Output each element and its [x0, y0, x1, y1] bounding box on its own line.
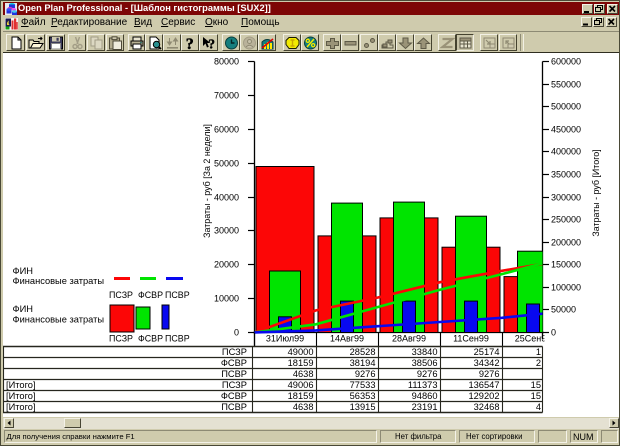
svg-text:ФСВР: ФСВР: [221, 358, 247, 368]
svg-text:13915: 13915: [350, 402, 376, 412]
svg-text:[Итого]: [Итого]: [6, 380, 36, 390]
svg-text:50000: 50000: [551, 305, 576, 315]
svg-text:60000: 60000: [214, 125, 239, 135]
svg-text:129202: 129202: [468, 391, 499, 401]
svg-text:4638: 4638: [293, 402, 314, 412]
svg-text:250000: 250000: [551, 215, 581, 225]
svg-text:600000: 600000: [551, 57, 581, 67]
svg-text:0: 0: [234, 328, 239, 338]
svg-text:38194: 38194: [350, 358, 376, 368]
svg-text:11Сен99: 11Сен99: [453, 334, 489, 344]
svg-text:?: ?: [208, 37, 215, 50]
svg-text:33840: 33840: [412, 347, 438, 357]
svg-text:10000: 10000: [214, 294, 239, 304]
svg-text:14Авг99: 14Авг99: [330, 334, 364, 344]
svg-text:ФИН: ФИН: [13, 266, 33, 276]
svg-text:23191: 23191: [412, 402, 438, 412]
svg-text:100000: 100000: [551, 283, 581, 293]
svg-text:ФИН: ФИН: [13, 304, 33, 314]
svg-text:ПСЗР: ПСЗР: [222, 380, 247, 390]
svg-text:34342: 34342: [474, 358, 500, 368]
svg-text:350000: 350000: [551, 170, 581, 180]
svg-text:4638: 4638: [293, 369, 314, 379]
svg-text:500000: 500000: [551, 102, 581, 112]
svg-text:Финансовые затраты: Финансовые затраты: [13, 315, 105, 325]
svg-text:70000: 70000: [214, 91, 239, 101]
svg-text:30000: 30000: [214, 226, 239, 236]
svg-text:80000: 80000: [214, 57, 239, 67]
svg-text:ФСВР: ФСВР: [221, 391, 247, 401]
svg-text:550000: 550000: [551, 80, 581, 90]
svg-text:32468: 32468: [474, 402, 500, 412]
svg-text:Финансовые затраты: Финансовые затраты: [13, 276, 105, 286]
svg-text:0: 0: [551, 328, 556, 338]
svg-text:9276: 9276: [355, 369, 376, 379]
svg-text:20000: 20000: [214, 260, 239, 270]
svg-text:Затраты - руб [Итого]: Затраты - руб [Итого]: [591, 149, 601, 236]
svg-text:49000: 49000: [288, 347, 314, 357]
svg-text:50000: 50000: [214, 159, 239, 169]
svg-text:56353: 56353: [350, 391, 376, 401]
svg-text:40000: 40000: [214, 193, 239, 203]
svg-text:[Итого]: [Итого]: [6, 391, 36, 401]
svg-text:200000: 200000: [551, 238, 581, 248]
svg-text:94860: 94860: [412, 391, 438, 401]
svg-text:77533: 77533: [350, 380, 376, 390]
svg-text:ФСВР: ФСВР: [138, 334, 163, 344]
svg-text:136547: 136547: [468, 380, 499, 390]
svg-text:49006: 49006: [288, 380, 314, 390]
svg-text:ФСВР: ФСВР: [138, 290, 163, 300]
svg-text:[Итого]: [Итого]: [6, 402, 36, 412]
svg-text:ПСВР: ПСВР: [165, 334, 190, 344]
svg-text:9276: 9276: [479, 369, 500, 379]
svg-text:ПСЗР: ПСЗР: [222, 347, 247, 357]
svg-text:Затраты - руб [За 2 недели]: Затраты - руб [За 2 недели]: [202, 124, 212, 238]
svg-text:400000: 400000: [551, 147, 581, 157]
svg-text:ПСЗР: ПСЗР: [109, 290, 133, 300]
svg-text:9276: 9276: [417, 369, 438, 379]
svg-text:2: 2: [536, 358, 541, 368]
svg-text:28Авг99: 28Авг99: [392, 334, 426, 344]
svg-text:15: 15: [531, 380, 541, 390]
svg-text:31Июл99: 31Июл99: [266, 334, 304, 344]
svg-text:300000: 300000: [551, 193, 581, 203]
svg-text:1: 1: [536, 347, 541, 357]
svg-text:ПСЗР: ПСЗР: [109, 334, 133, 344]
svg-text:ПСВР: ПСВР: [221, 402, 247, 412]
svg-text:4: 4: [536, 402, 541, 412]
svg-text:?: ?: [186, 36, 194, 50]
svg-text:18159: 18159: [288, 391, 314, 401]
svg-text:15: 15: [531, 391, 541, 401]
svg-text:111373: 111373: [408, 380, 438, 390]
svg-text:25Сен99: 25Сен99: [515, 334, 552, 344]
svg-text:150000: 150000: [551, 260, 581, 270]
svg-text:450000: 450000: [551, 125, 581, 135]
svg-text:28528: 28528: [350, 347, 376, 357]
svg-text:ПСВР: ПСВР: [221, 369, 247, 379]
svg-text:18159: 18159: [288, 358, 314, 368]
svg-text:ПСВР: ПСВР: [165, 290, 190, 300]
svg-text:25174: 25174: [474, 347, 500, 357]
svg-text:38506: 38506: [412, 358, 438, 368]
